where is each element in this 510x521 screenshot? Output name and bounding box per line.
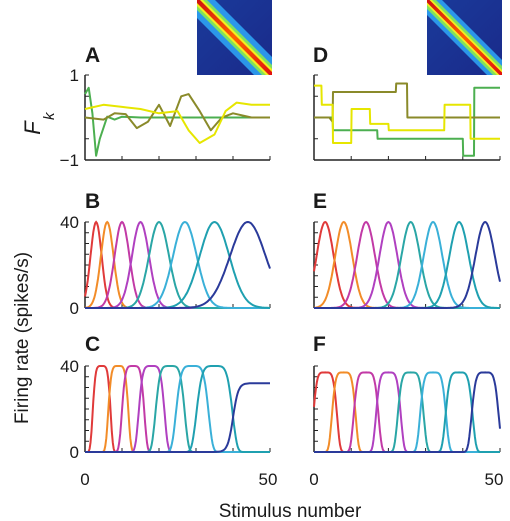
x-tick-0-left: 0 bbox=[80, 470, 89, 489]
tuning-curve bbox=[314, 371, 501, 453]
panel-label-f: F bbox=[313, 333, 326, 356]
panel-c: 40 0 bbox=[60, 357, 271, 462]
fk-axis-label: F k bbox=[20, 111, 58, 135]
y-tick-label: 0 bbox=[70, 299, 79, 318]
series-line bbox=[84, 101, 270, 144]
panel-b: 40 0 bbox=[60, 213, 271, 318]
panel-label-b: B bbox=[85, 190, 100, 213]
panel-label-c: C bbox=[85, 333, 100, 356]
panels: 1 −1 40 0 40 0 bbox=[60, 66, 501, 462]
panel-d bbox=[313, 74, 501, 161]
panel-a: 1 −1 bbox=[60, 66, 271, 170]
panel-f bbox=[313, 365, 501, 453]
x-tick-50-right: 50 bbox=[485, 470, 504, 489]
inset-heatmap-d bbox=[427, 0, 502, 75]
tuning-curve bbox=[314, 220, 501, 309]
series-line bbox=[84, 86, 270, 157]
y-tick-label: 0 bbox=[70, 443, 79, 462]
y-tick-label: 1 bbox=[70, 66, 79, 85]
inset-heatmap-a bbox=[197, 0, 272, 75]
y-tick-label: −1 bbox=[60, 151, 79, 170]
fk-label-sub: k bbox=[41, 111, 58, 120]
y-tick-label: 40 bbox=[60, 213, 79, 232]
tuning-curve bbox=[85, 220, 271, 309]
series-line bbox=[314, 84, 500, 144]
tuning-curve bbox=[85, 382, 270, 453]
y-tick-label: 40 bbox=[60, 357, 79, 376]
series-line bbox=[314, 82, 500, 123]
panel-label-d: D bbox=[313, 44, 328, 67]
panel-label-a: A bbox=[85, 44, 100, 67]
tuning-curve bbox=[85, 365, 270, 453]
panel-label-e: E bbox=[313, 190, 327, 213]
fk-label-main: F bbox=[20, 120, 45, 135]
panel-e bbox=[313, 220, 501, 309]
tuning-curve bbox=[313, 220, 500, 309]
x-tick-0-right: 0 bbox=[309, 470, 318, 489]
x-axis-label: Stimulus number bbox=[219, 501, 362, 521]
x-tick-50-left: 50 bbox=[259, 470, 278, 489]
firing-rate-axis-label: Firing rate (spikes/s) bbox=[12, 252, 33, 424]
